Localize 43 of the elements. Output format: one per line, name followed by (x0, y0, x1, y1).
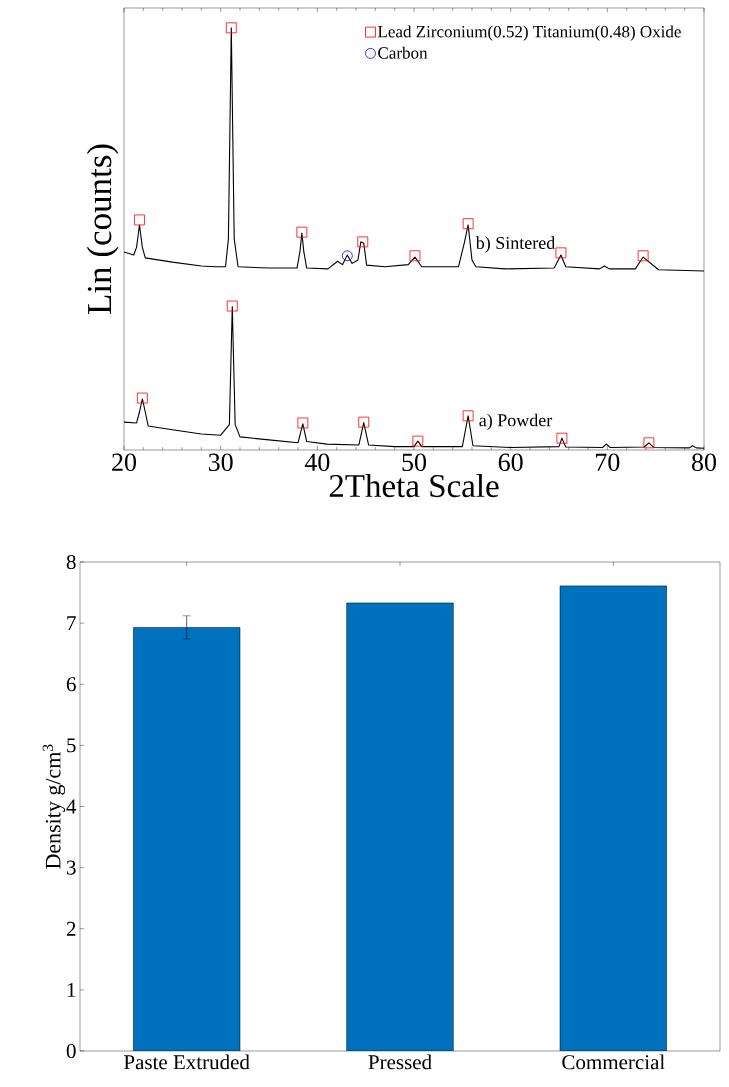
point (358, 416, 370, 428)
y-tick-label: 8 (66, 554, 76, 570)
x-tick-label: Paste Extruded (124, 1054, 250, 1070)
x-tick-label: Commercial (562, 1054, 665, 1070)
x-tick-label: 30 (208, 453, 233, 472)
x-tick-label: Pressed (368, 1054, 432, 1070)
y-axis-title: Lin (counts) (86, 144, 119, 315)
point (225, 22, 237, 34)
point (226, 300, 238, 312)
y-tick-label: 1 (67, 982, 76, 997)
x-tick-label: 80 (691, 453, 717, 472)
point (462, 218, 474, 230)
point (643, 437, 655, 449)
point (555, 247, 567, 259)
point (637, 250, 649, 262)
point (134, 214, 145, 226)
x-tick-label: 20 (112, 453, 137, 472)
point (409, 250, 421, 262)
point (556, 432, 568, 444)
point (412, 435, 424, 447)
point (136, 392, 148, 404)
point (357, 236, 369, 248)
x-tick-label: 60 (498, 453, 523, 472)
series-label: a) Powder (479, 413, 553, 430)
x-tick-label: 40 (304, 453, 330, 472)
x-tick-label: 70 (596, 453, 620, 472)
y-tick-label: 3 (66, 860, 76, 875)
y-tick-label: 4 (66, 799, 77, 814)
point (462, 410, 474, 422)
legend-label: Carbon (378, 46, 428, 59)
legend-label: Lead Zirconium(0.52) Titanium(0.48) Oxide (377, 25, 681, 41)
point (341, 250, 353, 262)
y-tick-label: 7 (67, 616, 76, 630)
point (296, 226, 308, 238)
series-label: b) Sintered (475, 236, 556, 253)
y-tick-label: 2 (66, 921, 76, 936)
y-tick-label: 5 (67, 738, 76, 753)
point (297, 417, 309, 429)
y-tick-label: 6 (66, 677, 76, 692)
x-axis-title: 2Theta Scale (329, 473, 499, 498)
x-tick-label: 50 (402, 453, 427, 472)
y-tick-label: 0 (66, 1043, 76, 1059)
y-axis-title: Density g/cm$^{3}$ (42, 744, 66, 869)
